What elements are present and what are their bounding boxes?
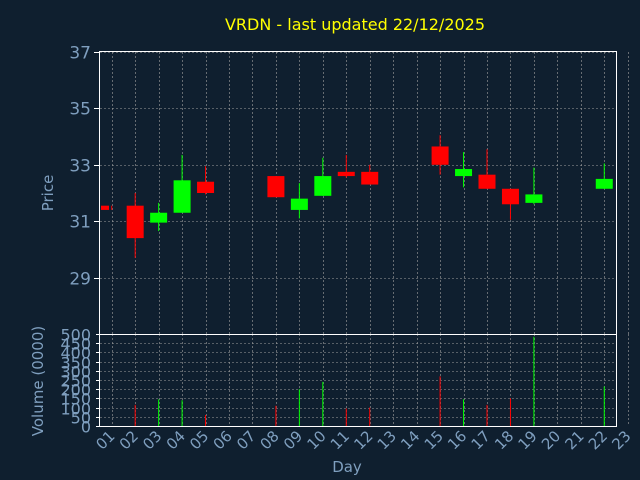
candles [101,135,613,258]
candle [314,157,332,196]
price-tick-label: 31 [69,213,91,233]
candle [101,205,113,210]
candle-body [290,198,308,210]
volume-tick-label: 200 [60,381,91,400]
price-tick-label: 37 [69,44,91,64]
candle-body [525,194,543,203]
candle [197,166,215,195]
volume-tick-label: 350 [60,354,91,373]
volume-tick-label: 100 [60,400,91,419]
candle [525,167,543,205]
candle [361,164,379,185]
x-axis-label: Day [332,458,362,476]
candle [150,202,168,232]
volume-tick-label: 50 [71,409,91,428]
volume-tick-label: 0 [81,418,91,437]
candle-body [361,171,379,185]
price-tick-label: 29 [69,270,91,290]
candle-body [431,146,449,165]
candle [337,154,355,178]
candle-body [126,205,144,239]
candle [501,188,519,220]
candle [478,149,496,189]
candle [290,183,308,219]
price-axis-label: Price [39,175,57,212]
volume-bars [134,336,605,426]
volume-axis-label: Volume (0000) [29,326,47,436]
volume-tick-label: 250 [60,372,91,391]
volume-tick-label: 500 [60,326,91,345]
chart-title: VRDN - last updated 22/12/2025 [225,15,485,34]
volume-tick-label: 150 [60,390,91,409]
candle-body [173,180,191,213]
candle-body [478,174,496,189]
price-tick-label: 33 [69,157,91,177]
candle-body [455,169,473,177]
candle-body [595,178,613,189]
candle [595,163,613,189]
candle-body [101,205,109,210]
candle-body [267,176,285,198]
candle-body [314,176,332,196]
x-tick-labels: 0102030405060708091011121314151617181920… [92,427,634,453]
candle [173,154,191,213]
volume-tick-label: 400 [60,344,91,363]
candle [455,152,473,188]
candle [126,193,144,258]
volume-tick-label: 450 [60,335,91,354]
candle-body [197,181,215,193]
candle-body [150,212,168,223]
price-tick-label: 35 [69,100,91,120]
candle [431,135,449,175]
candle-body [337,171,355,177]
candle-body [501,188,519,205]
volume-tick-label: 300 [60,363,91,382]
candle [267,176,285,198]
price-tick-labels: 29 31 33 35 37 [69,44,100,290]
